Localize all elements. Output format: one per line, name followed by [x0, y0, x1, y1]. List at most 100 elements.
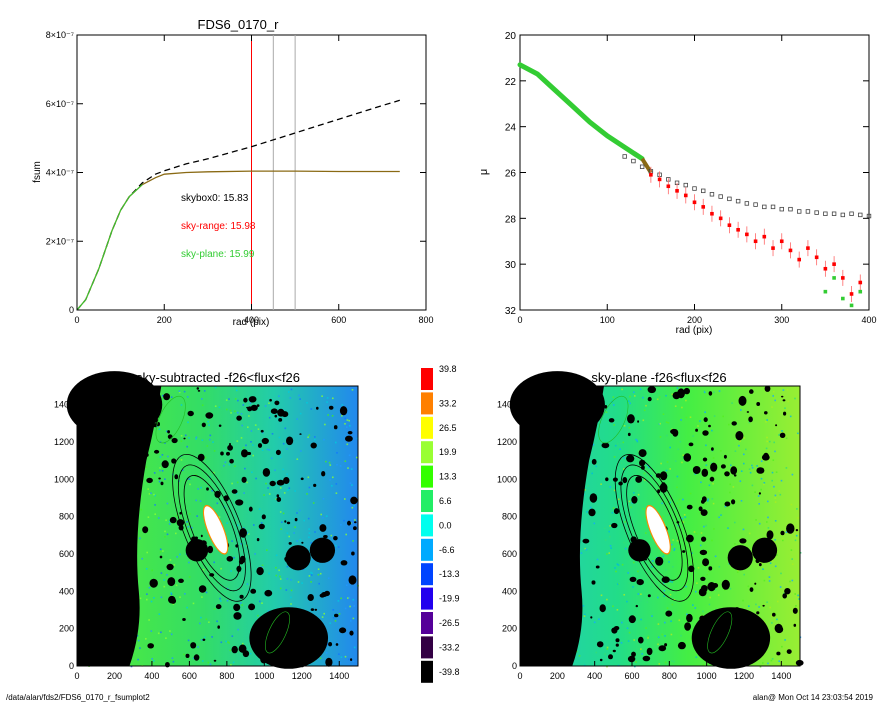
noise-pixel: [288, 487, 291, 489]
noise-pixel: [260, 522, 263, 524]
noise-pixel: [164, 442, 166, 444]
noise-pixel: [340, 656, 343, 658]
noise-pixel: [286, 578, 289, 580]
noise-pixel: [236, 440, 239, 442]
noise-pixel: [732, 486, 735, 488]
colorbar-swatch: [421, 416, 433, 439]
noise-pixel: [218, 516, 221, 518]
noise-pixel: [154, 513, 156, 515]
source-mask: [700, 509, 708, 516]
noise-pixel: [778, 660, 780, 662]
noise-pixel: [226, 408, 228, 411]
mu-sky-range-point: [832, 262, 836, 266]
noise-pixel: [634, 395, 636, 397]
noise-pixel: [268, 493, 271, 495]
noise-pixel: [772, 390, 775, 393]
noise-pixel: [279, 511, 282, 513]
noise-pixel: [600, 483, 602, 485]
noise-pixel: [652, 499, 655, 501]
noise-pixel: [336, 464, 338, 466]
noise-pixel: [673, 547, 676, 550]
noise-pixel: [322, 498, 325, 500]
noise-pixel: [760, 477, 763, 480]
noise-pixel: [213, 450, 216, 452]
noise-pixel: [170, 396, 173, 398]
noise-pixel: [765, 447, 768, 450]
source-mask: [227, 444, 234, 451]
source-mask: [635, 476, 643, 483]
source-mask: [658, 645, 667, 652]
source-mask: [781, 395, 784, 398]
source-mask: [247, 406, 253, 412]
mu-sky-point: [762, 204, 767, 210]
noise-pixel: [175, 514, 178, 517]
noise-pixel: [139, 647, 141, 649]
sky-subtracted-frame: [76, 385, 359, 667]
noise-pixel: [645, 404, 647, 407]
noise-pixel: [694, 607, 697, 609]
noise-pixel: [199, 622, 201, 625]
source-mask: [171, 437, 178, 444]
noise-pixel: [199, 500, 202, 502]
noise-pixel: [630, 506, 632, 509]
noise-pixel: [681, 406, 683, 409]
source-mask: [698, 633, 707, 643]
footer-path: /data/alan/fds2/FDS6_0170_r_fsumplot2: [6, 693, 150, 702]
noise-pixel: [584, 547, 587, 550]
noise-pixel: [756, 465, 758, 467]
source-mask: [723, 454, 727, 459]
noise-pixel: [326, 401, 328, 403]
isophote-ellipse: [620, 464, 689, 592]
noise-pixel: [671, 603, 674, 606]
source-mask: [231, 489, 238, 494]
noise-pixel: [183, 653, 185, 656]
mu-sky-range-point: [806, 246, 810, 250]
mu-ytick-label: 20: [505, 31, 517, 42]
noise-pixel: [771, 479, 773, 482]
noise-pixel: [151, 569, 153, 572]
noise-pixel: [769, 562, 772, 564]
colorbar-label: -26.5: [439, 618, 460, 628]
noise-pixel: [187, 639, 190, 642]
sky-plane-title: sky-plane -f26<flux<f26: [591, 370, 726, 385]
noise-pixel: [591, 472, 593, 475]
noise-pixel: [778, 434, 780, 436]
noise-pixel: [279, 456, 282, 458]
noise-pixel: [188, 561, 190, 564]
source-mask: [588, 419, 594, 424]
noise-pixel: [351, 506, 354, 509]
noise-pixel: [211, 636, 213, 638]
noise-pixel: [317, 573, 320, 576]
noise-pixel: [335, 441, 337, 444]
colorbar: 39.8 33.2 26.5 19.9 13.3 6.6 0.0 -6.6 -13.3 -19.9…: [421, 364, 460, 683]
noise-pixel: [352, 598, 355, 601]
source-mask: [664, 643, 668, 647]
source-mask: [748, 416, 753, 423]
noise-pixel: [790, 503, 793, 506]
left-mask-region: [520, 386, 604, 666]
source-mask: [758, 492, 762, 495]
noise-pixel: [345, 533, 347, 536]
noise-pixel: [792, 563, 794, 565]
noise-pixel: [275, 498, 278, 500]
noise-pixel: [195, 438, 197, 440]
noise-pixel: [742, 528, 745, 531]
source-mask: [758, 563, 762, 567]
source-mask: [229, 442, 231, 446]
noise-pixel: [663, 595, 665, 597]
noise-pixel: [748, 605, 750, 607]
source-mask: [261, 437, 269, 445]
noise-pixel: [794, 397, 796, 400]
noise-pixel: [136, 635, 139, 637]
source-mask: [631, 496, 638, 504]
source-mask: [146, 477, 153, 484]
noise-pixel: [349, 482, 352, 484]
noise-pixel: [620, 442, 622, 445]
source-mask: [260, 429, 264, 433]
source-mask: [250, 588, 257, 594]
noise-pixel: [737, 569, 739, 572]
source-mask: [739, 538, 747, 544]
noise-pixel: [633, 639, 635, 641]
source-mask: [268, 615, 274, 622]
source-mask: [720, 464, 726, 469]
